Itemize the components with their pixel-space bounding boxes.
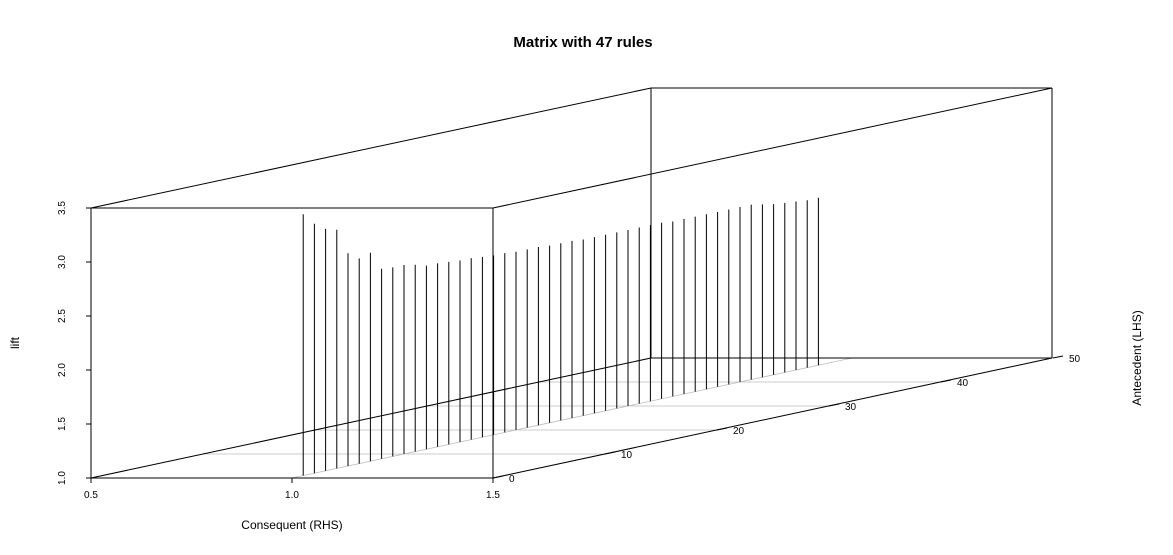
x-tick-label: 1.5 (486, 490, 500, 501)
box-floor-right-edge (492, 357, 1053, 479)
plot-box (90, 87, 1053, 479)
x-axis-label: Consequent (RHS) (241, 518, 342, 532)
y-tick-label: 40 (957, 378, 969, 389)
x-tick-label: 0.5 (84, 490, 98, 501)
x-tick-label: 1.0 (285, 490, 299, 501)
box-top-right-edge (492, 87, 1053, 209)
y-tick-mark (604, 451, 616, 455)
z-tick-label: 3.5 (57, 201, 68, 215)
y-tick-label: 20 (733, 426, 745, 437)
y-tick-label: 50 (1069, 354, 1081, 365)
box-top-back-edge (90, 87, 1052, 209)
y-tick-mark (716, 427, 728, 431)
y-axis-label: Antecedent (LHS) (1130, 310, 1144, 405)
y-tick-label: 10 (621, 450, 633, 461)
y-tick-mark (1052, 355, 1064, 359)
z-axis-label: lift (8, 336, 22, 349)
chart-title: Matrix with 47 rules (513, 34, 652, 51)
z-tick-label: 3.0 (57, 255, 68, 269)
z-tick-label: 1.0 (57, 471, 68, 485)
box-front-face (90, 207, 494, 479)
lift-stems (302, 197, 819, 476)
y-tick-label: 30 (845, 402, 857, 413)
box-floor-left-edge (90, 357, 652, 479)
z-tick-label: 2.5 (57, 309, 68, 323)
y-tick-label: 0 (509, 474, 515, 485)
axis-ticks: 0.5 1.0 1.5 1.0 1.5 2.0 2.5 3.0 3.5 0 10 20 30 40 50 (57, 201, 1081, 501)
z-tick-label: 2.0 (57, 363, 68, 377)
y-tick-mark (492, 475, 504, 479)
y-tick-mark (940, 379, 952, 383)
y-tick-mark (828, 403, 840, 407)
z-tick-label: 1.5 (57, 417, 68, 431)
